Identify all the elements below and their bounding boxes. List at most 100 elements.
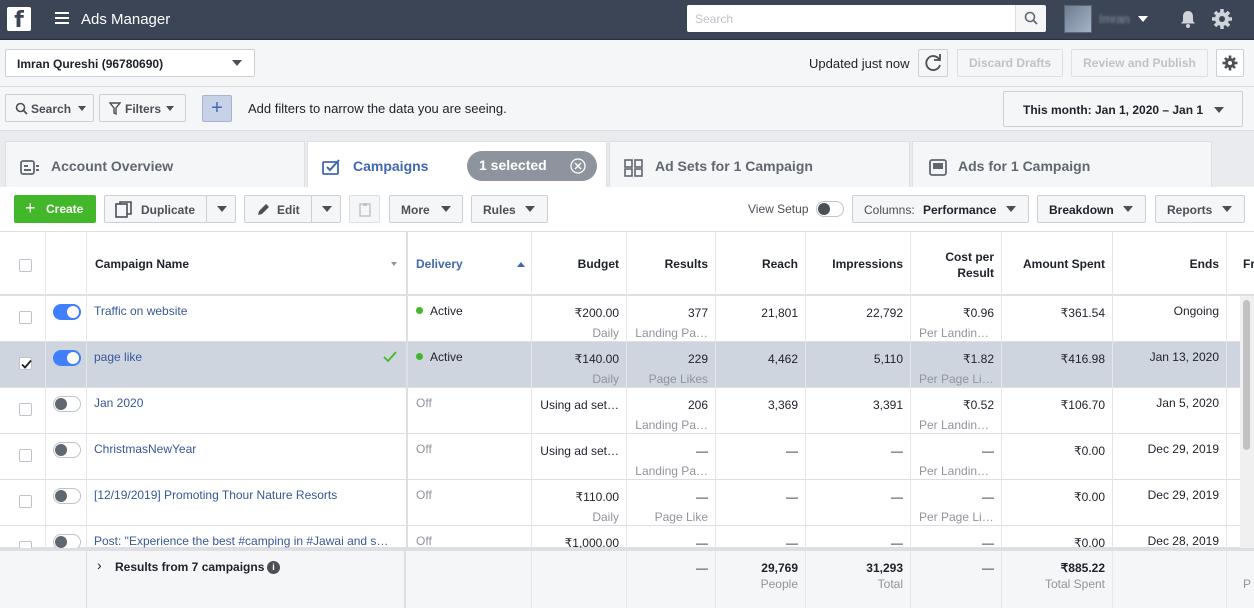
footer-impressions-cell: 31,293 Total	[805, 551, 910, 608]
duplicate-button[interactable]: Duplicate	[104, 195, 207, 223]
date-range-picker[interactable]: This month: Jan 1, 2020 – Jan 1	[1003, 91, 1243, 127]
campaign-toggle[interactable]	[53, 442, 81, 458]
budget-cell[interactable]: Using ad set…	[531, 434, 626, 480]
filters-button[interactable]: Filters	[99, 94, 186, 122]
cpr-value: ₹1.82	[963, 352, 994, 366]
breakdown-button[interactable]: Breakdown	[1037, 195, 1146, 223]
avatar[interactable]	[1064, 5, 1092, 33]
review-publish-button[interactable]: Review and Publish	[1071, 49, 1208, 77]
row-checkbox[interactable]	[19, 495, 32, 508]
edit-button[interactable]: Edit	[244, 195, 312, 223]
table-row[interactable]: Jan 2020 Off Using ad set… 206 Landing Pa…	[0, 388, 1240, 434]
row-checkbox[interactable]	[19, 403, 32, 416]
footer-summary[interactable]: › Results from 7 campaigns i	[86, 551, 406, 608]
view-setup-toggle[interactable]	[816, 201, 844, 217]
vertical-scrollbar[interactable]	[1240, 296, 1254, 548]
column-header-amount-spent[interactable]: Amount Spent	[1001, 232, 1112, 296]
budget-cell[interactable]: ₹140.00 Daily	[531, 342, 626, 388]
results-value: 206	[687, 398, 708, 412]
toggle-cell	[45, 480, 86, 526]
column-header-cost-per-result[interactable]: Cost per Result	[910, 232, 1001, 296]
reach-cell: 3,369	[715, 388, 805, 434]
search-input[interactable]: Search	[687, 5, 1015, 32]
campaign-name-link[interactable]: [12/19/2019] Promoting Thour Nature Reso…	[94, 488, 338, 502]
pencil-icon	[258, 204, 269, 215]
columns-button[interactable]: Columns: Performance	[852, 195, 1029, 223]
budget-cell[interactable]: ₹200.00 Daily	[531, 296, 626, 342]
column-header-impressions[interactable]: Impressions	[805, 232, 910, 296]
selected-badge[interactable]: 1 selected	[467, 151, 597, 181]
budget-cell[interactable]: Using ad set…	[531, 388, 626, 434]
column-header-results[interactable]: Results	[626, 232, 715, 296]
select-all-checkbox[interactable]	[19, 259, 32, 272]
budget-value: ₹200.00	[574, 306, 619, 320]
create-button[interactable]: + Create	[14, 195, 96, 223]
rules-button[interactable]: Rules	[471, 195, 548, 223]
discard-drafts-button[interactable]: Discard Drafts	[957, 49, 1063, 77]
campaign-name-link[interactable]: Traffic on website	[94, 304, 188, 318]
bell-icon[interactable]	[1178, 9, 1198, 29]
settings-button[interactable]	[1216, 49, 1244, 77]
chevron-down-icon	[1214, 107, 1224, 113]
campaign-name-link[interactable]: page like	[94, 350, 143, 364]
campaign-toggle[interactable]	[53, 396, 81, 412]
account-selector[interactable]: Imran Qureshi (96780690)	[5, 49, 255, 77]
tab-ads[interactable]: Ads for 1 Campaign	[912, 141, 1212, 187]
menu-icon[interactable]	[55, 12, 69, 26]
campaign-toggle[interactable]	[53, 350, 81, 366]
budget-value: ₹140.00	[574, 352, 619, 366]
campaign-toggle[interactable]	[53, 488, 81, 504]
reach-value: —	[786, 490, 798, 504]
budget-cell[interactable]: ₹110.00 Daily	[531, 480, 626, 526]
add-filter-button[interactable]: +	[202, 95, 232, 122]
clipboard-button[interactable]	[349, 195, 380, 223]
column-header-delivery[interactable]: Delivery	[406, 232, 531, 296]
filters-label: Filters	[125, 102, 162, 116]
table-row[interactable]: Post: "Experience the best #camping in #…	[0, 526, 1240, 572]
row-checkbox[interactable]	[19, 357, 32, 370]
campaign-name-link[interactable]: ChristmasNewYear	[94, 442, 197, 456]
sort-ascending-icon[interactable]	[517, 262, 525, 267]
toggle-cell	[45, 296, 86, 342]
sort-icon[interactable]	[391, 262, 397, 266]
reach-cell: 4,462	[715, 342, 805, 388]
duplicate-dropdown-button[interactable]	[206, 195, 236, 223]
table-row[interactable]: page like Active ₹140.00 Daily 229 Page Li…	[0, 342, 1240, 388]
column-header-frequency[interactable]: Fr	[1226, 232, 1254, 296]
table-row[interactable]: Traffic on website Active ₹200.00 Daily 3…	[0, 296, 1240, 342]
table-row[interactable]: ChristmasNewYear Off Using ad set… — Land…	[0, 434, 1240, 480]
refresh-button[interactable]	[918, 49, 948, 77]
column-header-ends[interactable]: Ends	[1112, 232, 1226, 296]
close-icon[interactable]	[570, 158, 586, 174]
spent-value: ₹0.00	[1074, 536, 1105, 550]
row-checkbox[interactable]	[19, 449, 32, 462]
tab-label: Ad Sets for 1 Campaign	[655, 158, 813, 174]
delivery-status: Off	[416, 396, 432, 410]
next-cell	[1226, 342, 1240, 388]
info-icon[interactable]: i	[267, 561, 280, 574]
gear-icon[interactable]	[1211, 8, 1233, 30]
more-button[interactable]: More	[389, 195, 463, 223]
campaign-name-link[interactable]: Post: "Experience the best #camping in #…	[94, 534, 389, 548]
chevron-right-icon[interactable]: ›	[97, 557, 102, 573]
delivery-text: Off	[416, 442, 432, 456]
scrollbar-thumb[interactable]	[1243, 300, 1250, 450]
results-cell: 377 Landing Pa…	[626, 296, 715, 342]
tab-ad-sets[interactable]: Ad Sets for 1 Campaign	[609, 141, 910, 187]
chevron-down-icon[interactable]	[1138, 16, 1148, 22]
table-row[interactable]: [12/19/2019] Promoting Thour Nature Reso…	[0, 480, 1240, 526]
search-button[interactable]: Search	[5, 94, 94, 122]
campaign-toggle[interactable]	[53, 304, 81, 320]
search-button[interactable]	[1015, 5, 1046, 32]
column-header-campaign-name[interactable]: Campaign Name	[86, 232, 406, 296]
facebook-logo-icon[interactable]: f	[7, 7, 31, 31]
row-checkbox[interactable]	[19, 311, 32, 324]
column-header-budget[interactable]: Budget	[531, 232, 626, 296]
reports-button[interactable]: Reports	[1155, 195, 1245, 223]
edit-dropdown-button[interactable]	[311, 195, 341, 223]
user-name[interactable]: Imran	[1099, 12, 1130, 26]
tab-account-overview[interactable]: Account Overview	[5, 141, 305, 187]
column-header-reach[interactable]: Reach	[715, 232, 805, 296]
column-label: Delivery	[416, 257, 463, 271]
campaign-name-link[interactable]: Jan 2020	[94, 396, 144, 410]
